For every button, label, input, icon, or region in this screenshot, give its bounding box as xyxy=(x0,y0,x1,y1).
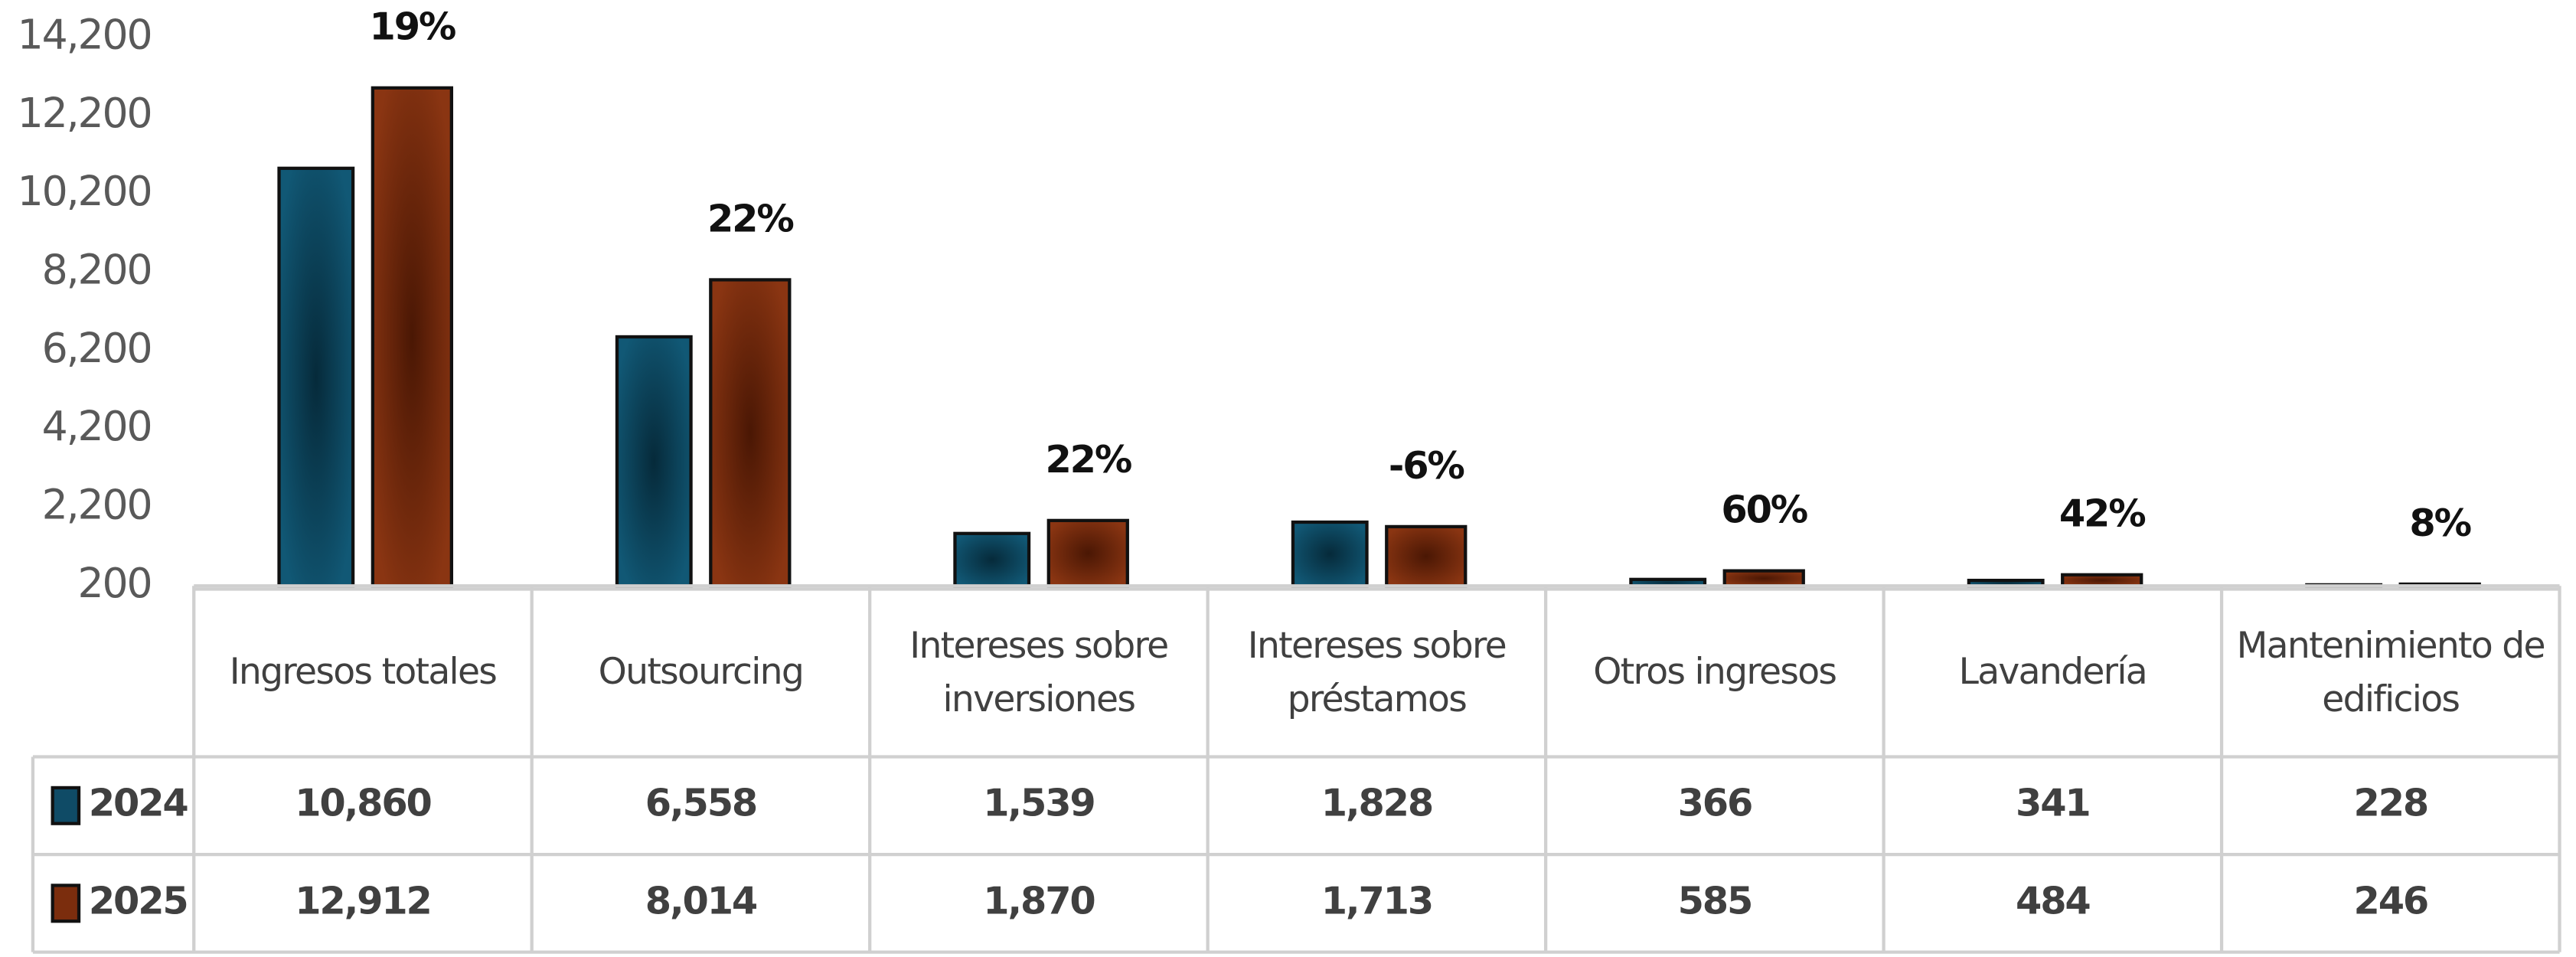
bar xyxy=(709,278,792,588)
bar xyxy=(1291,520,1369,588)
category-cell: Lavandería xyxy=(1958,652,2148,694)
y-tick-label: 4,200 xyxy=(42,402,152,450)
y-tick-label: 10,200 xyxy=(18,167,152,215)
category-label: Otros ingresos xyxy=(1593,652,1837,694)
legend-swatch xyxy=(51,884,81,923)
bar xyxy=(1722,569,1805,588)
category-cell: Otros ingresos xyxy=(1593,652,1837,694)
y-tick-label: 200 xyxy=(78,559,152,607)
bar xyxy=(615,335,693,588)
category-cell: Outsourcing xyxy=(598,652,805,694)
legend-swatch xyxy=(51,786,81,825)
category-cell: Mantenimiento de edificios xyxy=(2236,625,2546,720)
table-value: 1,870 xyxy=(983,879,1094,923)
category-label: Mantenimiento de edificios xyxy=(2236,625,2546,720)
legend-label: 2025 xyxy=(89,879,188,923)
category-label: Intereses sobre inversiones xyxy=(909,625,1169,720)
table-value: 10,860 xyxy=(295,781,431,825)
table-value: 228 xyxy=(2354,781,2428,825)
table-value: 1,539 xyxy=(983,781,1094,825)
bar xyxy=(371,86,454,588)
table-value: 585 xyxy=(1678,879,1752,923)
growth-label: 8% xyxy=(2409,501,2470,545)
table-value: 8,014 xyxy=(645,879,756,923)
bar xyxy=(953,531,1031,588)
table-value: 366 xyxy=(1678,781,1752,825)
table-value: 1,713 xyxy=(1321,879,1432,923)
bar xyxy=(1385,524,1468,588)
growth-label: 19% xyxy=(370,5,456,49)
category-label: Lavandería xyxy=(1958,652,2148,694)
growth-label: 22% xyxy=(1045,437,1131,482)
legend-label: 2024 xyxy=(89,781,188,825)
y-tick-label: 2,200 xyxy=(42,481,152,529)
y-tick-label: 6,200 xyxy=(42,324,152,372)
table-value: 341 xyxy=(2016,781,2090,825)
category-label: Intereses sobre préstamos xyxy=(1247,625,1507,720)
table-value: 246 xyxy=(2354,879,2428,923)
growth-label: -6% xyxy=(1389,443,1464,488)
bar xyxy=(1046,518,1129,588)
growth-label: 42% xyxy=(2059,492,2146,536)
category-label: Ingresos totales xyxy=(229,652,498,694)
table-value: 6,558 xyxy=(645,781,756,825)
y-tick-label: 14,200 xyxy=(18,11,152,59)
table-value: 12,912 xyxy=(295,879,431,923)
category-cell: Intereses sobre inversiones xyxy=(909,625,1169,720)
category-cell: Intereses sobre préstamos xyxy=(1247,625,1507,720)
bar xyxy=(2061,573,2143,588)
growth-label: 60% xyxy=(1721,488,1807,532)
table-value: 1,828 xyxy=(1321,781,1432,825)
table-value: 484 xyxy=(2016,879,2090,923)
category-cell: Ingresos totales xyxy=(229,652,498,694)
growth-label: 22% xyxy=(707,197,794,241)
y-tick-label: 12,200 xyxy=(18,89,152,137)
y-tick-label: 8,200 xyxy=(42,246,152,294)
category-label: Outsourcing xyxy=(598,652,805,694)
bar xyxy=(277,166,355,588)
